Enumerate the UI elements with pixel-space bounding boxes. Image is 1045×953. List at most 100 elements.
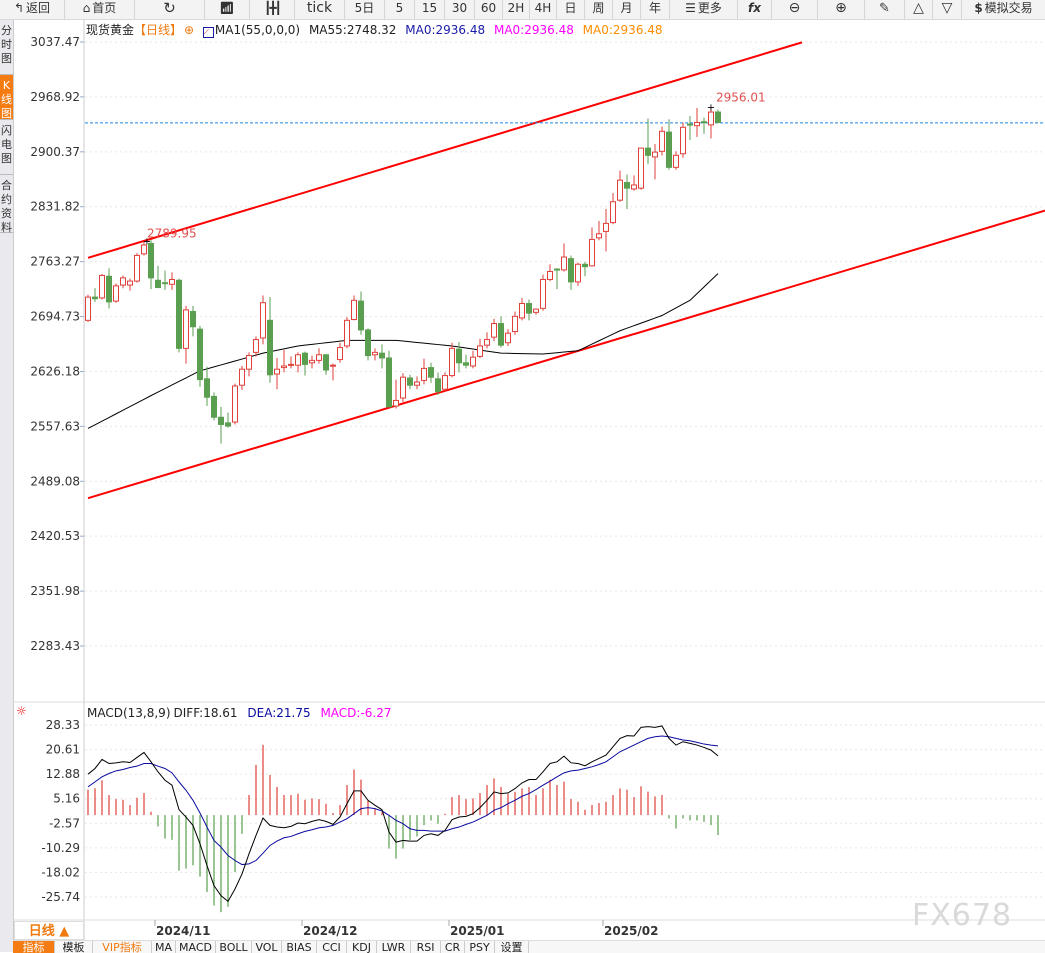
macd-settings-icon[interactable]: ☼ [16,704,27,718]
y-tick-label: 2968.92 [30,90,80,104]
zoom-in-icon: ⊕ [835,0,847,16]
candle-body [673,154,679,168]
back-button[interactable]: ↰ 返回 [0,0,65,19]
y-tick-label: 2626.18 [30,364,80,378]
zoom-out-button[interactable]: ⊖ [772,0,818,19]
tick-button[interactable]: tick [295,0,345,19]
candle-body [547,270,553,280]
tab-vol[interactable]: VOL [252,941,282,953]
period-30[interactable]: 30 [445,0,475,19]
candle-body [372,351,378,356]
period-year[interactable]: 年 [641,0,670,19]
period-month[interactable]: 月 [613,0,641,19]
candle-body [414,381,420,386]
tab-lwr[interactable]: LWR [377,941,411,953]
symbol-name: 现货黄金 [86,23,135,37]
candle-body [239,368,245,386]
line-chart-button[interactable]: 📶︎ [205,0,250,19]
tab-template[interactable]: 模板 [55,941,93,953]
period-2h[interactable]: 2H [503,0,530,19]
up-button[interactable]: △ [905,0,933,19]
tab-rsi[interactable]: RSI [411,941,441,953]
candle-body [708,111,714,126]
candle-body [701,121,707,124]
formula-button[interactable]: fx [738,0,772,19]
candle-body [589,238,595,267]
tab-kdj[interactable]: KDJ [347,941,377,953]
candle-body [281,365,287,369]
tab-cr[interactable]: CR [441,941,465,953]
trendline-lower [87,209,1045,500]
candle-body [442,375,448,390]
period-week[interactable]: 周 [585,0,613,19]
tab-bias[interactable]: BIAS [282,941,317,953]
tab-ma[interactable]: MA [152,941,176,953]
candle-body [302,352,308,365]
sidebar-tab-kline[interactable]: K线图 [0,75,13,120]
candle-body [330,364,336,367]
tab-boll[interactable]: BOLL [216,941,252,953]
tab-psy[interactable]: PSY [465,941,495,953]
settings-icon[interactable]: ⊕ [184,23,195,37]
last-high-label: 2956.01 [716,90,766,104]
watermark-logo: FX678 [912,898,1013,933]
candle-body [596,233,602,239]
macd-y-tick-label: 20.61 [46,743,80,757]
period-dropdown[interactable]: 日线 ▲ [14,921,84,940]
y-tick-label: 2489.08 [30,474,80,488]
candle-body [162,282,168,285]
sidebar-tab-timeshare[interactable]: 分时图 [0,20,13,75]
period-4h[interactable]: 4H [530,0,557,19]
candle-body [323,354,329,371]
ma55-value: MA55:2748.32 [308,23,397,37]
tab-macd[interactable]: MACD [176,941,216,953]
candle-body [120,277,126,286]
home-button[interactable]: ⌂ 首页 [65,0,135,19]
candlestick-button[interactable]: ┃╋┃ [250,0,295,19]
fx-icon: fx [748,1,761,15]
last-high-marker: + [707,102,715,113]
candle-body [666,131,672,168]
macd-y-tick-label: -18.02 [41,865,80,879]
candle-body [288,363,294,366]
period-5[interactable]: 5 [385,0,415,19]
candle-body [561,256,567,271]
candle-body [638,147,644,189]
tab-settings[interactable]: 设置 [495,941,529,953]
period-15[interactable]: 15 [415,0,445,19]
high-marker: + [143,236,151,247]
zoom-in-button[interactable]: ⊕ [818,0,865,19]
candle-body [421,367,427,381]
more-button[interactable]: ☰ 更多 [670,0,738,19]
candle-body [274,368,280,375]
sim-trade-button[interactable]: $ 模拟交易 [974,1,1033,15]
ma-indicator-icon[interactable]: ⟋ [202,27,214,38]
candle-body [218,416,224,425]
candle-body [519,303,525,319]
candle-body [617,179,623,201]
candle-body [134,254,140,282]
macd-y-tick-label: -25.74 [41,890,80,904]
draw-button[interactable]: ✎ [865,0,905,19]
candle-body [470,356,476,367]
refresh-button[interactable]: ↻ [135,0,205,19]
candle-body [659,130,665,152]
candle-body [631,184,637,190]
ma0-value-magenta: MA0:2936.48 [493,23,574,37]
candle-body [267,319,273,376]
period-5day[interactable]: 5日 [345,0,385,19]
sidebar-tab-contract-info[interactable]: 合约资料 [0,175,13,234]
candle-body [246,355,252,370]
candle-body [365,329,371,357]
main-legend: 现货黄金【日线】 ⊕ ⟋ MA1(55,0,0,0) MA55:2748.32 MA… [86,21,668,38]
candle-body [85,296,91,321]
period-60[interactable]: 60 [475,0,503,19]
candle-body [554,268,560,271]
period-day[interactable]: 日 [557,0,585,19]
down-button[interactable]: ▽ [933,0,962,19]
tab-cci[interactable]: CCI [317,941,347,953]
sidebar-tab-flash[interactable]: 闪电图 [0,120,13,175]
tab-vip-indicator[interactable]: VIP指标 [93,941,152,953]
tab-indicator[interactable]: 指标 [13,941,55,953]
